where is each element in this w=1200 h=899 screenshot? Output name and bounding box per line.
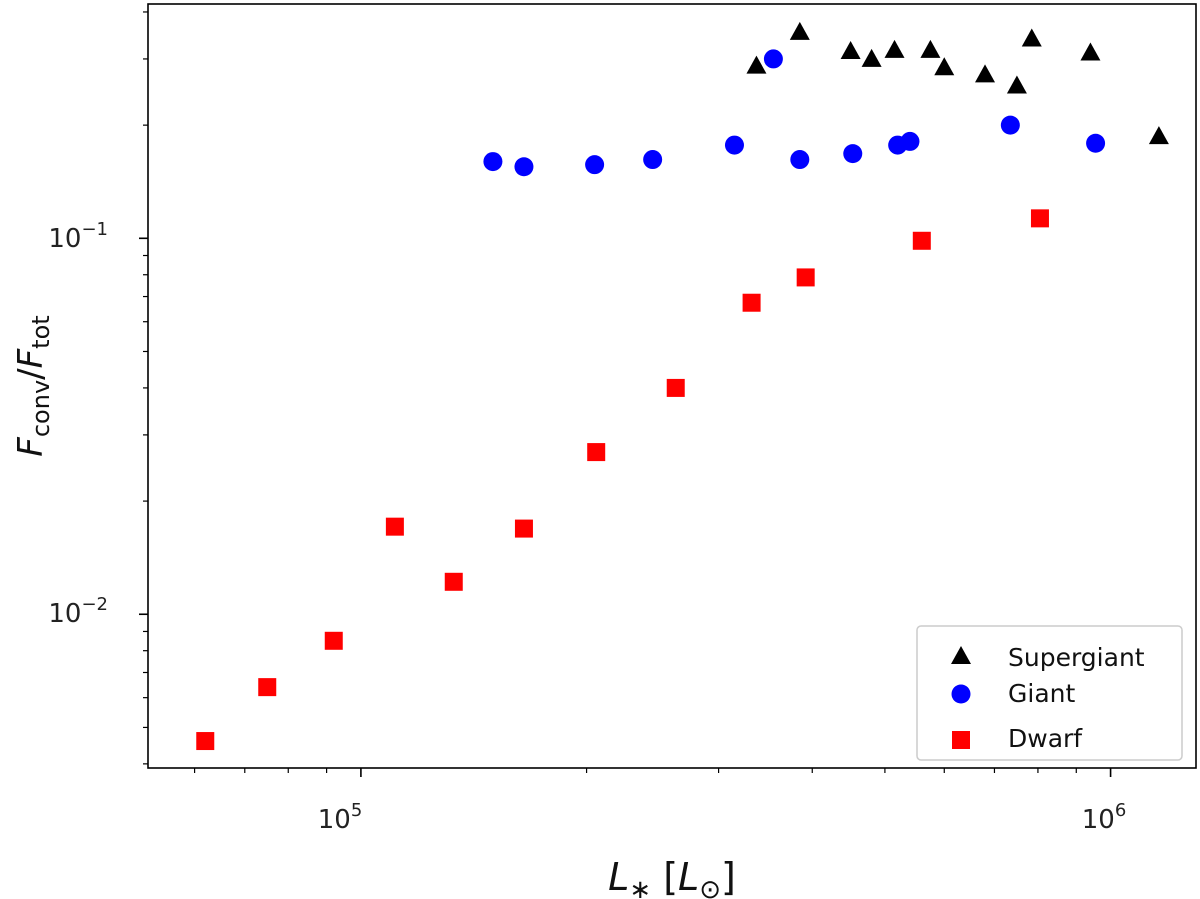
data-point-dwarf bbox=[385, 517, 404, 536]
data-point-supergiant bbox=[975, 64, 996, 83]
data-point-giant bbox=[724, 135, 744, 155]
legend-markers bbox=[951, 646, 971, 749]
data-point-supergiant bbox=[920, 39, 941, 58]
legend: Supergiant Giant Dwarf bbox=[916, 625, 1183, 761]
data-point-giant bbox=[643, 150, 663, 170]
y-tick-label-1e-1: 10−1 bbox=[48, 219, 108, 254]
x-axis-tick-labels: 105 106 bbox=[318, 800, 1127, 835]
data-point-supergiant bbox=[1021, 28, 1042, 47]
data-point-giant bbox=[843, 144, 863, 164]
x-tick-label-1e5: 105 bbox=[318, 800, 363, 835]
data-point-supergiant bbox=[1148, 126, 1169, 145]
legend-marker-supergiant bbox=[951, 646, 971, 664]
data-point-dwarf bbox=[587, 443, 606, 462]
data-point-supergiant bbox=[789, 21, 810, 40]
legend-box bbox=[916, 625, 1183, 761]
data-point-giant bbox=[585, 155, 605, 175]
y-tick-label-1e-2: 10−2 bbox=[48, 594, 108, 629]
legend-marker-dwarf bbox=[952, 731, 970, 749]
x-axis-label: L∗ [L⊙] bbox=[608, 855, 736, 899]
data-point-dwarf bbox=[514, 519, 533, 538]
x-tick-label-1e6: 106 bbox=[1082, 800, 1127, 835]
data-point-giant bbox=[1000, 115, 1020, 135]
data-point-dwarf bbox=[912, 231, 931, 250]
data-point-supergiant bbox=[1006, 75, 1027, 94]
data-point-giant bbox=[900, 131, 920, 151]
data-point-supergiant bbox=[1080, 42, 1101, 61]
data-point-dwarf bbox=[796, 268, 815, 287]
data-point-giant bbox=[763, 49, 783, 69]
legend-marker-giant bbox=[951, 684, 971, 704]
data-points bbox=[196, 21, 1169, 751]
data-point-supergiant bbox=[934, 57, 955, 76]
data-point-dwarf bbox=[666, 378, 685, 397]
data-point-dwarf bbox=[324, 631, 343, 650]
data-point-dwarf bbox=[1030, 209, 1049, 228]
data-point-supergiant bbox=[840, 40, 861, 59]
y-axis-tick-labels: 10−2 10−1 bbox=[48, 219, 108, 629]
data-point-dwarf bbox=[444, 572, 463, 591]
data-point-dwarf bbox=[196, 732, 215, 751]
data-point-supergiant bbox=[884, 39, 905, 58]
data-point-giant bbox=[790, 150, 810, 170]
legend-label-giant: Giant bbox=[1008, 679, 1075, 708]
data-point-giant bbox=[514, 157, 534, 177]
legend-label-supergiant: Supergiant bbox=[1008, 643, 1145, 672]
data-point-supergiant bbox=[746, 55, 767, 74]
x-axis-ticks bbox=[193, 768, 1112, 777]
data-point-giant bbox=[483, 152, 503, 172]
data-point-dwarf bbox=[258, 678, 277, 697]
legend-label-dwarf: Dwarf bbox=[1008, 724, 1083, 753]
data-point-dwarf bbox=[742, 293, 761, 312]
data-point-giant bbox=[1086, 133, 1106, 153]
y-axis-label: Fconv/Ftot bbox=[11, 315, 55, 456]
data-point-supergiant bbox=[861, 48, 882, 67]
y-axis-ticks bbox=[139, 11, 148, 765]
